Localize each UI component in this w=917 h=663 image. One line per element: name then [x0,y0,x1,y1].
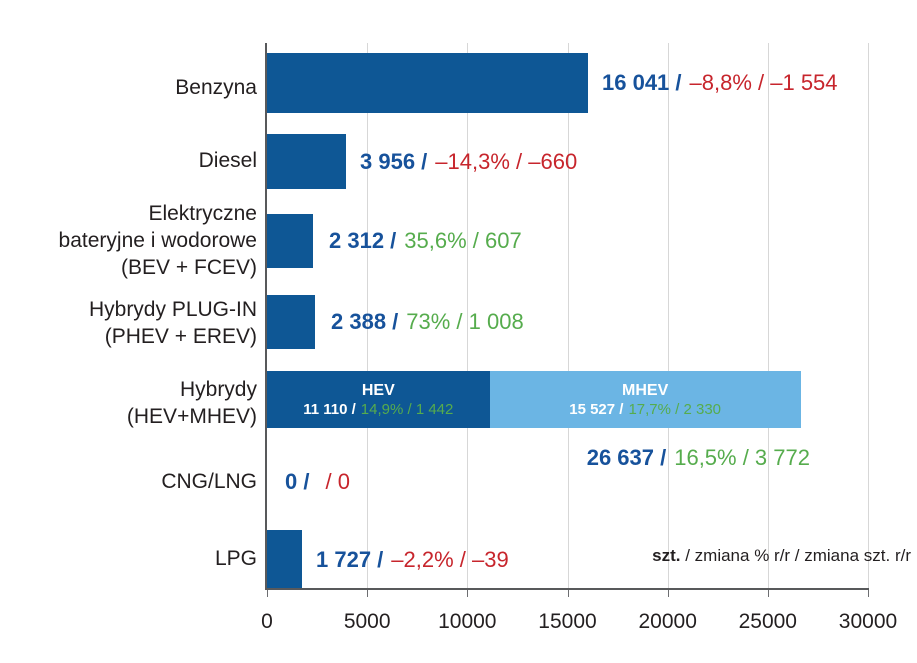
bar-bev-fcev [267,214,314,268]
value-label-bev-fcev: 2 312 / 35,6% / 607 [329,214,522,268]
segment-name-mhev: MHEV [622,381,669,399]
value-change: –8,8% / –1 554 [689,70,838,95]
value-count: 3 956 / [360,148,428,174]
segment-change: 17,7% / 2 330 [628,400,722,418]
value-count: 0 / [285,469,310,494]
category-label-line: (PHEV + EREV) [104,325,257,348]
gridline-30000 [868,43,869,589]
value-label-hybrydy-total: 26 637 / 16,5% / 3 772 [587,444,810,472]
x-tick-label-30000: 30000 [838,610,898,633]
value-change: / 0 [325,469,350,494]
category-label-line: Elektryczne [148,202,257,225]
value-label-benzyna: 16 041 / –8,8% / –1 554 [602,53,838,113]
bar-segment-mhev: MHEV 15 527 /17,7% / 2 330 [489,371,801,428]
x-axis-tick-labels: 0 5000 10000 15000 20000 25000 30000 [261,610,897,640]
x-tick-label-15000: 15000 [538,610,597,633]
value-label-diesel: 3 956 / –14,3% / –660 [360,134,577,189]
category-label-cng-lng: CNG/LNG [2,468,257,495]
axis-tick-15000 [567,589,569,597]
value-change: 73% / 1 008 [406,309,524,334]
axis-tick-0 [267,589,268,597]
value-count: 2 312 / [329,228,397,253]
x-tick-label-10000: 10000 [438,610,497,633]
category-label-line: Diesel [198,149,257,172]
segment-values-mhev: 15 527 /17,7% / 2 330 [569,400,721,419]
units-legend-bold: szt. [652,546,681,565]
value-count: 2 388 / [331,309,399,334]
x-axis-line [265,588,869,590]
units-legend-rest: / zmiana % r/r / zmiana szt. r/r [680,546,911,565]
x-tick-label-0: 0 [261,610,273,633]
value-count: 1 727 / [316,547,384,572]
category-label-line: (HEV+MHEV) [126,405,257,428]
gridline-15000 [567,43,569,589]
axis-tick-10000 [467,589,469,597]
category-label-hybrydy: Hybrydy (HEV+MHEV) [2,376,257,430]
bar-benzyna [267,53,589,113]
category-label-plugin: Hybrydy PLUG-IN (PHEV + EREV) [2,296,257,350]
x-tick-label-20000: 20000 [638,610,697,633]
category-label-bev-fcev: Elektryczne bateryjne i wodorowe (BEV + … [2,200,257,281]
category-label-line: LPG [214,547,257,570]
segment-name-hev: HEV [361,381,395,399]
segment-change: 14,9% / 1 442 [360,400,454,418]
value-change: –14,3% / –660 [435,148,578,174]
x-tick-label-5000: 5000 [343,610,391,633]
x-tick-label-25000: 25000 [738,610,797,633]
category-label-line: Hybrydy PLUG-IN [88,298,257,321]
category-label-lpg: LPG [2,545,257,572]
value-change: –2,2% / –39 [391,547,509,572]
value-label-plugin: 2 388 / 73% / 1 008 [331,295,524,349]
category-label-line: CNG/LNG [161,470,257,493]
segment-count: 15 527 / [569,400,624,418]
segment-values-hev: 11 110 /14,9% / 1 442 [303,400,453,419]
axis-tick-25000 [767,589,769,597]
axis-tick-30000 [868,589,869,597]
value-label-cng-lng: 0 / / 0 [285,455,350,509]
units-legend: szt. / zmiana % r/r / zmiana szt. r/r [652,545,911,567]
y-axis-line [265,43,267,590]
bar-segment-hev: HEV 11 110 /14,9% / 1 442 [267,371,490,428]
value-change: 35,6% / 607 [404,228,522,253]
value-count: 26 637 / [586,445,667,470]
category-label-line: Hybrydy [179,378,257,401]
gridline-20000 [667,43,669,589]
category-label-benzyna: Benzyna [2,74,257,101]
axis-tick-20000 [667,589,669,597]
category-label-line: Benzyna [175,76,257,99]
bar-diesel [267,134,347,189]
gridline-10000 [467,43,469,589]
gridline-5000 [367,43,369,589]
category-label-line: (BEV + FCEV) [121,256,257,279]
bar-lpg [267,530,302,590]
value-label-lpg: 1 727 / –2,2% / –39 [316,530,509,590]
bar-hybrydy-stacked: HEV 11 110 /14,9% / 1 442 MHEV 15 527 /1… [267,371,801,428]
segment-count: 11 110 / [303,400,356,418]
gridline-25000 [767,43,769,589]
value-count: 16 041 / [602,70,682,95]
bar-plugin [267,295,315,349]
category-label-diesel: Diesel [2,147,257,174]
category-label-line: bateryjne i wodorowe [58,229,257,252]
value-change: 16,5% / 3 772 [674,445,810,470]
plot-area: HEV 11 110 /14,9% / 1 442 MHEV 15 527 /1… [265,43,869,597]
axis-tick-5000 [367,589,369,597]
